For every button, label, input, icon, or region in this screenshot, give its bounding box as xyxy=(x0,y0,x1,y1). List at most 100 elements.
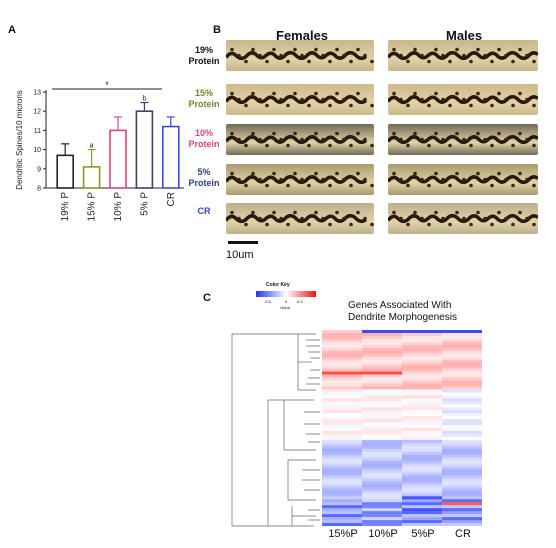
heatmap-cell xyxy=(402,505,443,509)
heatmap-cell xyxy=(362,410,403,414)
heatmap-cell xyxy=(442,466,483,470)
heatmap-cell xyxy=(362,502,403,506)
heatmap-cell xyxy=(442,463,483,467)
heatmap-cell xyxy=(442,374,483,378)
heatmap-cell xyxy=(442,395,483,399)
heatmap-cell xyxy=(442,407,483,411)
heatmap-cell xyxy=(402,520,443,524)
heatmap-cell xyxy=(402,469,443,473)
heatmap-cell xyxy=(362,428,403,432)
heatmap-cell xyxy=(322,493,363,497)
heatmap-cell xyxy=(402,413,443,417)
heatmap-cell xyxy=(322,451,363,456)
heatmap-cell xyxy=(362,362,403,366)
y-tick-label: 9 xyxy=(37,166,41,173)
heatmap-cell xyxy=(362,508,403,512)
row-label-line2: Protein xyxy=(188,56,220,66)
heatmap-cell xyxy=(322,377,363,381)
heatmap-cell xyxy=(442,332,483,337)
heatmap-cell xyxy=(442,398,483,402)
row-label: 19% Protein xyxy=(181,45,227,67)
heatmap-cell xyxy=(442,386,483,390)
heatmap-cell xyxy=(442,430,483,435)
heatmap-cell xyxy=(442,371,483,375)
heatmap-cell xyxy=(442,487,483,491)
heatmap-cell xyxy=(442,484,483,488)
heatmap-cell xyxy=(442,380,483,384)
row-label-line1: 15% xyxy=(194,88,213,98)
heatmap-cell xyxy=(362,523,403,527)
heatmap-cell xyxy=(362,478,403,482)
heatmap-cell xyxy=(402,407,443,411)
row-label-line2: Protein xyxy=(188,178,220,188)
heatmap-cell xyxy=(362,511,403,515)
heatmap-cell xyxy=(442,496,483,500)
heatmap-cell xyxy=(402,451,443,456)
heatmap-cell xyxy=(402,487,443,491)
scale-bar-label: 10um xyxy=(226,249,254,261)
heatmap-cell xyxy=(322,359,363,363)
heatmap-cell xyxy=(402,398,443,402)
heatmap-cell xyxy=(442,523,483,527)
color-key-tick-zero: 0 xyxy=(285,299,288,304)
heatmap-cell xyxy=(442,460,483,464)
heatmap-cell xyxy=(402,475,443,479)
heatmap-cell xyxy=(322,469,363,473)
heatmap-cell xyxy=(402,425,443,429)
heatmap-cell xyxy=(402,389,443,393)
heatmap-cell xyxy=(442,330,483,334)
y-tick-label: 8 xyxy=(37,186,41,193)
bar xyxy=(162,125,180,189)
bar xyxy=(135,110,154,189)
heatmap-cell xyxy=(322,502,363,506)
heatmap-cell xyxy=(442,377,483,381)
heatmap-cell xyxy=(442,439,483,444)
heatmap-cell xyxy=(322,344,363,349)
heatmap-cell xyxy=(402,448,443,453)
heatmap-cell xyxy=(322,383,363,387)
heatmap-cell xyxy=(322,460,363,464)
heatmap-cell xyxy=(442,511,483,515)
heatmap-cell xyxy=(362,330,403,334)
heatmap-cell xyxy=(442,442,483,447)
letter-mark: b xyxy=(142,96,146,103)
heatmap-cell xyxy=(442,347,483,352)
heatmap-cell xyxy=(442,481,483,485)
heatmap-cell xyxy=(442,365,483,369)
heatmap-cell xyxy=(322,404,363,408)
heatmap-cell xyxy=(442,436,483,441)
micrograph-female xyxy=(226,40,374,71)
heatmap-cell xyxy=(402,460,443,464)
heatmap-cell xyxy=(442,499,483,503)
heatmap-cell xyxy=(362,445,403,450)
row-label: 15% Protein xyxy=(181,88,227,110)
micrograph-male xyxy=(388,164,538,195)
heatmap-cell xyxy=(442,344,483,349)
heatmap-cell xyxy=(322,508,363,512)
heatmap-cell xyxy=(362,365,403,369)
heatmap-cell xyxy=(402,332,443,337)
heatmap-cell xyxy=(362,389,403,393)
heatmap-cell xyxy=(362,377,403,381)
heatmap-cell xyxy=(322,481,363,485)
heatmap-cell xyxy=(362,425,403,429)
heatmap-cell xyxy=(442,413,483,417)
heatmap-col-cr: CR xyxy=(455,528,471,540)
heatmap-cell xyxy=(322,419,363,423)
heatmap-cell xyxy=(442,341,483,346)
heatmap-cell xyxy=(322,330,363,334)
heatmap-cell xyxy=(362,448,403,453)
heatmap-cell xyxy=(442,401,483,405)
heatmap-cell xyxy=(362,419,403,423)
heatmap-cell xyxy=(402,383,443,387)
heatmap-cell xyxy=(322,496,363,500)
heatmap-cell xyxy=(402,496,443,500)
heatmap-cell xyxy=(402,362,443,366)
row-label: 10% Protein xyxy=(181,128,227,150)
heatmap-cell xyxy=(362,484,403,488)
heatmap-cell xyxy=(322,499,363,503)
heatmap-cell xyxy=(442,389,483,393)
heatmap-cell xyxy=(442,392,483,396)
micrograph-male xyxy=(388,124,538,155)
heatmap-cell xyxy=(362,356,403,360)
